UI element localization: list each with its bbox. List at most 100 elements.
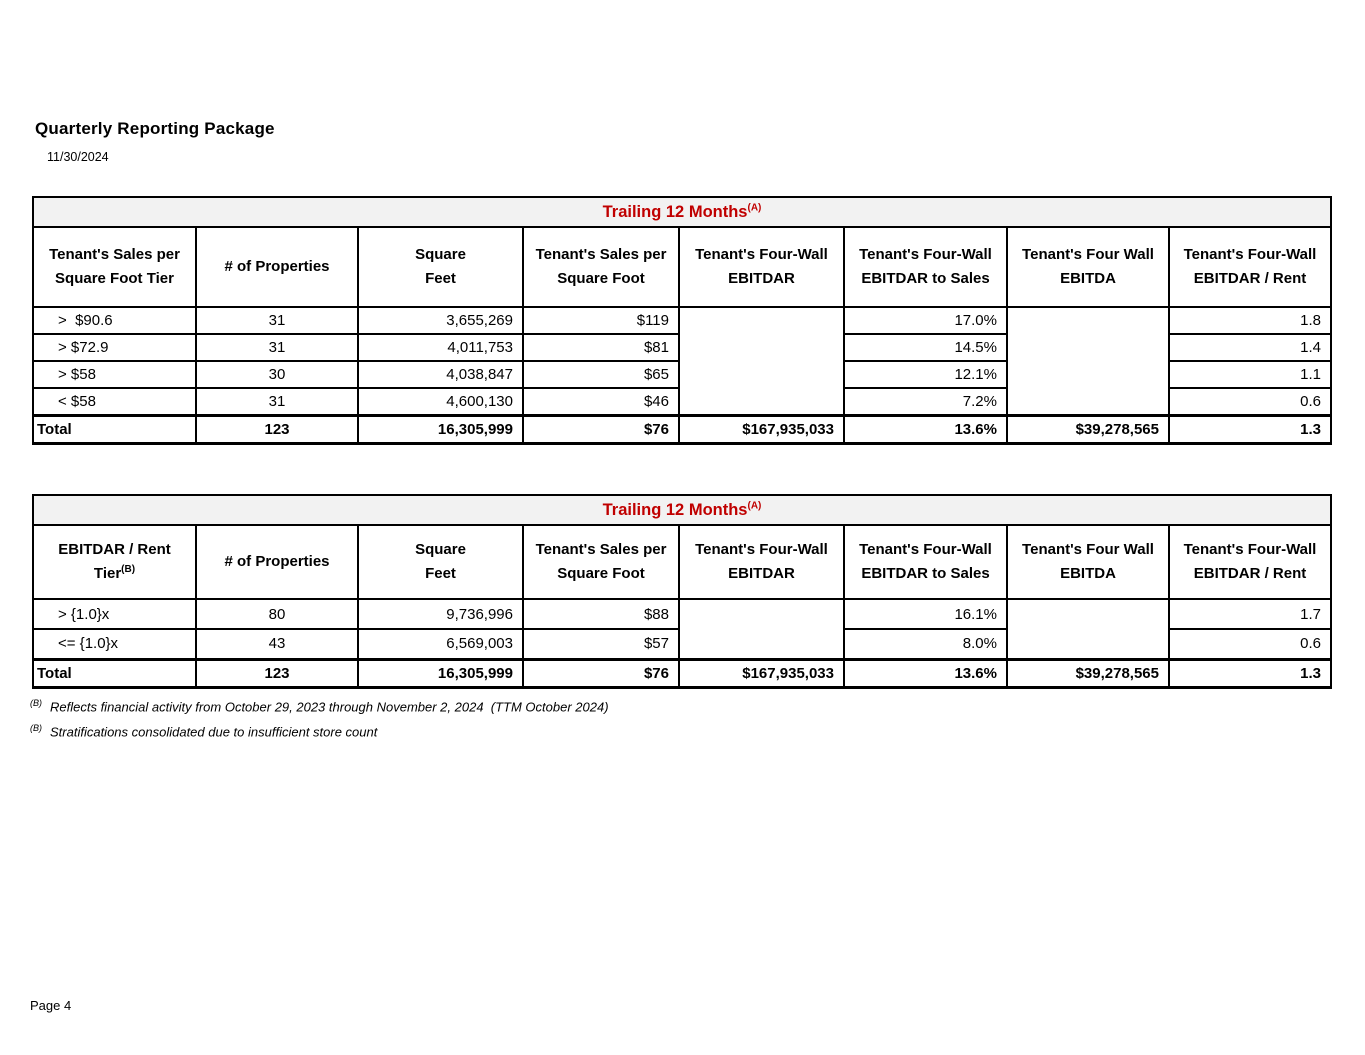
sqft-cell: 9,736,996: [357, 598, 524, 630]
tier-cell: < $58: [32, 387, 197, 416]
properties-cell: 31: [195, 306, 359, 335]
ebitdar-rent-cell: 1.7: [1168, 598, 1332, 630]
footnotes: (B) Reflects financial activity from Octo…: [30, 698, 609, 749]
footnote-stratifications: (B) Stratifications consolidated due to i…: [30, 723, 609, 739]
sqft-cell: 4,011,753: [357, 333, 524, 362]
ebitdar-to-sales-cell: 16.1%: [843, 598, 1008, 630]
banner-text: Trailing 12 Months: [602, 202, 748, 221]
sales-psf-cell: $119: [522, 306, 680, 335]
banner-trailing-12-months: Trailing 12 Months(A): [32, 196, 1332, 228]
sales-psf-cell: $46: [522, 387, 680, 416]
ebitdar-to-sales-cell: 14.5%: [843, 333, 1008, 362]
col-header-sales-per-square-foot: Tenant's Sales per Square Foot: [522, 226, 680, 308]
col-header-ebitdar-rent: Tenant's Four-Wall EBITDAR / Rent: [1168, 524, 1332, 600]
footnote-text: Reflects financial activity from October…: [50, 699, 609, 715]
ebitda-blank-cell: [1006, 306, 1170, 416]
sales-psf-cell: $88: [522, 598, 680, 630]
total-label: Total: [32, 413, 197, 445]
col-header-ebitdar-rent: Tenant's Four-Wall EBITDAR / Rent: [1168, 226, 1332, 308]
table-banner-row: Trailing 12 Months(A): [32, 494, 1332, 526]
ebitdar-rent-cell: 0.6: [1168, 387, 1332, 416]
tier-cell: > $58: [32, 360, 197, 389]
banner-trailing-12-months: Trailing 12 Months(A): [32, 494, 1332, 526]
table-total-row: Total 123 16,305,999 $76 $167,935,033 13…: [32, 657, 1332, 689]
total-ebitdar: $167,935,033: [678, 657, 845, 689]
table-total-row: Total 123 16,305,999 $76 $167,935,033 13…: [32, 413, 1332, 445]
total-ebitdar: $167,935,033: [678, 413, 845, 445]
total-ebitdar-to-sales: 13.6%: [843, 657, 1008, 689]
total-properties: 123: [195, 657, 359, 689]
sqft-cell: 6,569,003: [357, 628, 524, 660]
total-sales-psf: $76: [522, 657, 680, 689]
tier-cell: <= {1.0}x: [32, 628, 197, 660]
total-sqft: 16,305,999: [357, 413, 524, 445]
footnote-marker: (B): [30, 723, 42, 734]
col-header-four-wall-ebitda: Tenant's Four Wall EBITDA: [1006, 524, 1170, 600]
col-header-ebitdar-rent-tier: EBITDAR / Rent Tier(B): [32, 524, 197, 600]
col-header-four-wall-ebitdar: Tenant's Four-Wall EBITDAR: [678, 524, 845, 600]
col-header-sales-psf-tier: Tenant's Sales per Square Foot Tier: [32, 226, 197, 308]
ebitdar-blank-cell: [678, 306, 845, 416]
ebitdar-rent-cell: 1.4: [1168, 333, 1332, 362]
sqft-cell: 4,038,847: [357, 360, 524, 389]
total-properties: 123: [195, 413, 359, 445]
col-header-square-feet: Square Feet: [357, 226, 524, 308]
ebitda-blank-cell: [1006, 598, 1170, 660]
ebitdar-rent-cell: 1.8: [1168, 306, 1332, 335]
footnote-text: Stratifications consolidated due to insu…: [50, 724, 378, 740]
tier-cell: > $72.9: [32, 333, 197, 362]
table-header-row: Tenant's Sales per Square Foot Tier # of…: [32, 226, 1332, 308]
total-ebitdar-to-sales: 13.6%: [843, 413, 1008, 445]
table-header-row: EBITDAR / Rent Tier(B) # of Properties Sq…: [32, 524, 1332, 600]
table-row: > {1.0}x 80 9,736,996 $88 16.1% 1.7: [32, 598, 1332, 660]
col-header-ebitdar-to-sales: Tenant's Four-Wall EBITDAR to Sales: [843, 226, 1008, 308]
table-row: > $72.9 31 4,011,753 $81 14.5% 1.4: [32, 333, 1332, 362]
total-sales-psf: $76: [522, 413, 680, 445]
total-ebitdar-rent: 1.3: [1168, 413, 1332, 445]
header-footnote-marker: (B): [121, 564, 136, 575]
ebitdar-to-sales-cell: 17.0%: [843, 306, 1008, 335]
header-line1: EBITDAR / Rent: [58, 541, 171, 558]
tier-cell: > $90.6: [32, 306, 197, 335]
sales-psf-cell: $65: [522, 360, 680, 389]
table-banner-row: Trailing 12 Months(A): [32, 196, 1332, 228]
banner-footnote-marker: (A): [747, 202, 762, 213]
col-header-num-properties: # of Properties: [195, 226, 359, 308]
page-number: Page 4: [30, 998, 72, 1013]
ebitdar-to-sales-cell: 12.1%: [843, 360, 1008, 389]
properties-cell: 30: [195, 360, 359, 389]
banner-footnote-marker: (A): [747, 500, 762, 511]
total-ebitda: $39,278,565: [1006, 413, 1170, 445]
sales-psf-cell: $81: [522, 333, 680, 362]
col-header-four-wall-ebitdar: Tenant's Four-Wall EBITDAR: [678, 226, 845, 308]
total-sqft: 16,305,999: [357, 657, 524, 689]
table-row: <= {1.0}x 43 6,569,003 $57 8.0% 0.6: [32, 628, 1332, 660]
sales-psf-cell: $57: [522, 628, 680, 660]
properties-cell: 80: [195, 598, 359, 630]
col-header-num-properties: # of Properties: [195, 524, 359, 600]
header-line2: Tier: [93, 565, 122, 582]
properties-cell: 43: [195, 628, 359, 660]
col-header-ebitdar-to-sales: Tenant's Four-Wall EBITDAR to Sales: [843, 524, 1008, 600]
table-row: < $58 31 4,600,130 $46 7.2% 0.6: [32, 387, 1332, 416]
ebitdar-rent-cell: 1.1: [1168, 360, 1332, 389]
report-date: 11/30/2024: [47, 150, 109, 164]
tier-cell: > {1.0}x: [32, 598, 197, 630]
properties-cell: 31: [195, 387, 359, 416]
ebitdar-rent-cell: 0.6: [1168, 628, 1332, 660]
total-ebitda: $39,278,565: [1006, 657, 1170, 689]
ebitdar-to-sales-cell: 7.2%: [843, 387, 1008, 416]
table-row: > $58 30 4,038,847 $65 12.1% 1.1: [32, 360, 1332, 389]
col-header-sales-per-square-foot: Tenant's Sales per Square Foot: [522, 524, 680, 600]
col-header-square-feet: Square Feet: [357, 524, 524, 600]
sqft-cell: 3,655,269: [357, 306, 524, 335]
page-title: Quarterly Reporting Package: [35, 119, 275, 138]
ebitdar-to-sales-cell: 8.0%: [843, 628, 1008, 660]
footnote-marker: (B): [30, 698, 42, 708]
table-row: > $90.6 31 3,655,269 $119 17.0% 1.8: [32, 306, 1332, 416]
banner-text: Trailing 12 Months: [602, 500, 748, 519]
properties-cell: 31: [195, 333, 359, 362]
col-header-four-wall-ebitda: Tenant's Four Wall EBITDA: [1006, 226, 1170, 308]
sqft-cell: 4,600,130: [357, 387, 524, 416]
